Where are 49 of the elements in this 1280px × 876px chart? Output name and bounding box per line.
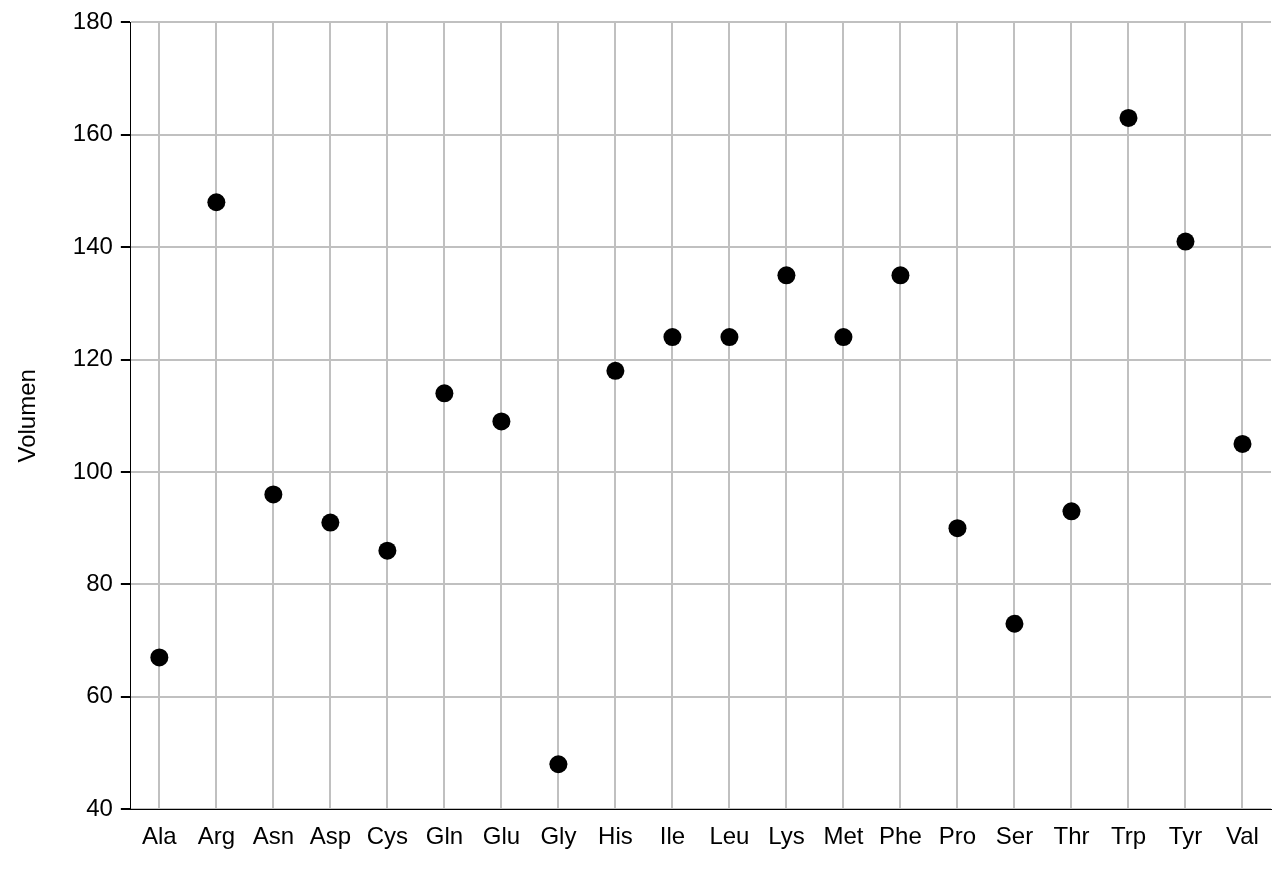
y-tick-label: 180 bbox=[72, 7, 113, 35]
x-tick-label: Trp bbox=[1110, 822, 1147, 850]
point bbox=[1062, 502, 1081, 521]
point bbox=[150, 648, 169, 667]
point bbox=[207, 193, 226, 212]
point bbox=[1119, 108, 1138, 127]
x-tick-label: Ser bbox=[995, 822, 1034, 850]
x-tick-label: His bbox=[598, 822, 633, 850]
x-tick-label: Pro bbox=[938, 822, 977, 850]
y-tick-label: 160 bbox=[72, 119, 113, 147]
point bbox=[1176, 232, 1195, 251]
point bbox=[321, 513, 340, 532]
point bbox=[663, 328, 682, 347]
point bbox=[720, 328, 739, 347]
y-tick-label: 100 bbox=[72, 456, 113, 484]
y-tick-label: 140 bbox=[72, 231, 113, 259]
y-axis-title: Volumen bbox=[13, 369, 41, 463]
x-tick-label: Arg bbox=[197, 822, 236, 850]
point bbox=[834, 328, 853, 347]
x-tick-label: Val bbox=[1226, 822, 1259, 850]
x-tick-label: Ile bbox=[659, 822, 686, 850]
y-tick-label: 40 bbox=[86, 793, 113, 821]
y-tick-label: 60 bbox=[86, 681, 113, 709]
point bbox=[1233, 434, 1252, 453]
point bbox=[777, 266, 796, 285]
x-tick-label: Glu bbox=[482, 822, 521, 850]
x-tick-label: Gly bbox=[540, 822, 577, 850]
x-tick-label: Thr bbox=[1053, 822, 1090, 850]
point bbox=[891, 266, 910, 285]
point bbox=[1005, 614, 1024, 633]
point bbox=[435, 384, 454, 403]
point bbox=[606, 361, 625, 380]
point bbox=[948, 519, 967, 538]
point bbox=[549, 755, 568, 774]
x-tick-label: Leu bbox=[709, 822, 750, 850]
point bbox=[378, 541, 397, 560]
x-tick-label: Tyr bbox=[1168, 822, 1203, 850]
x-tick-label: Lys bbox=[768, 822, 805, 850]
x-tick-label: Phe bbox=[879, 822, 922, 850]
x-tick-label: Asn bbox=[252, 822, 295, 850]
x-tick-label: Ala bbox=[142, 822, 178, 850]
y-tick-label: 120 bbox=[72, 344, 113, 372]
point bbox=[264, 485, 283, 504]
x-tick-label: Gln bbox=[425, 822, 464, 850]
y-tick-label: 80 bbox=[86, 569, 113, 597]
x-tick-label: Asp bbox=[309, 822, 352, 850]
x-tick-label: Cys bbox=[366, 822, 409, 850]
x-tick-label: Met bbox=[823, 822, 864, 850]
point bbox=[492, 412, 511, 431]
